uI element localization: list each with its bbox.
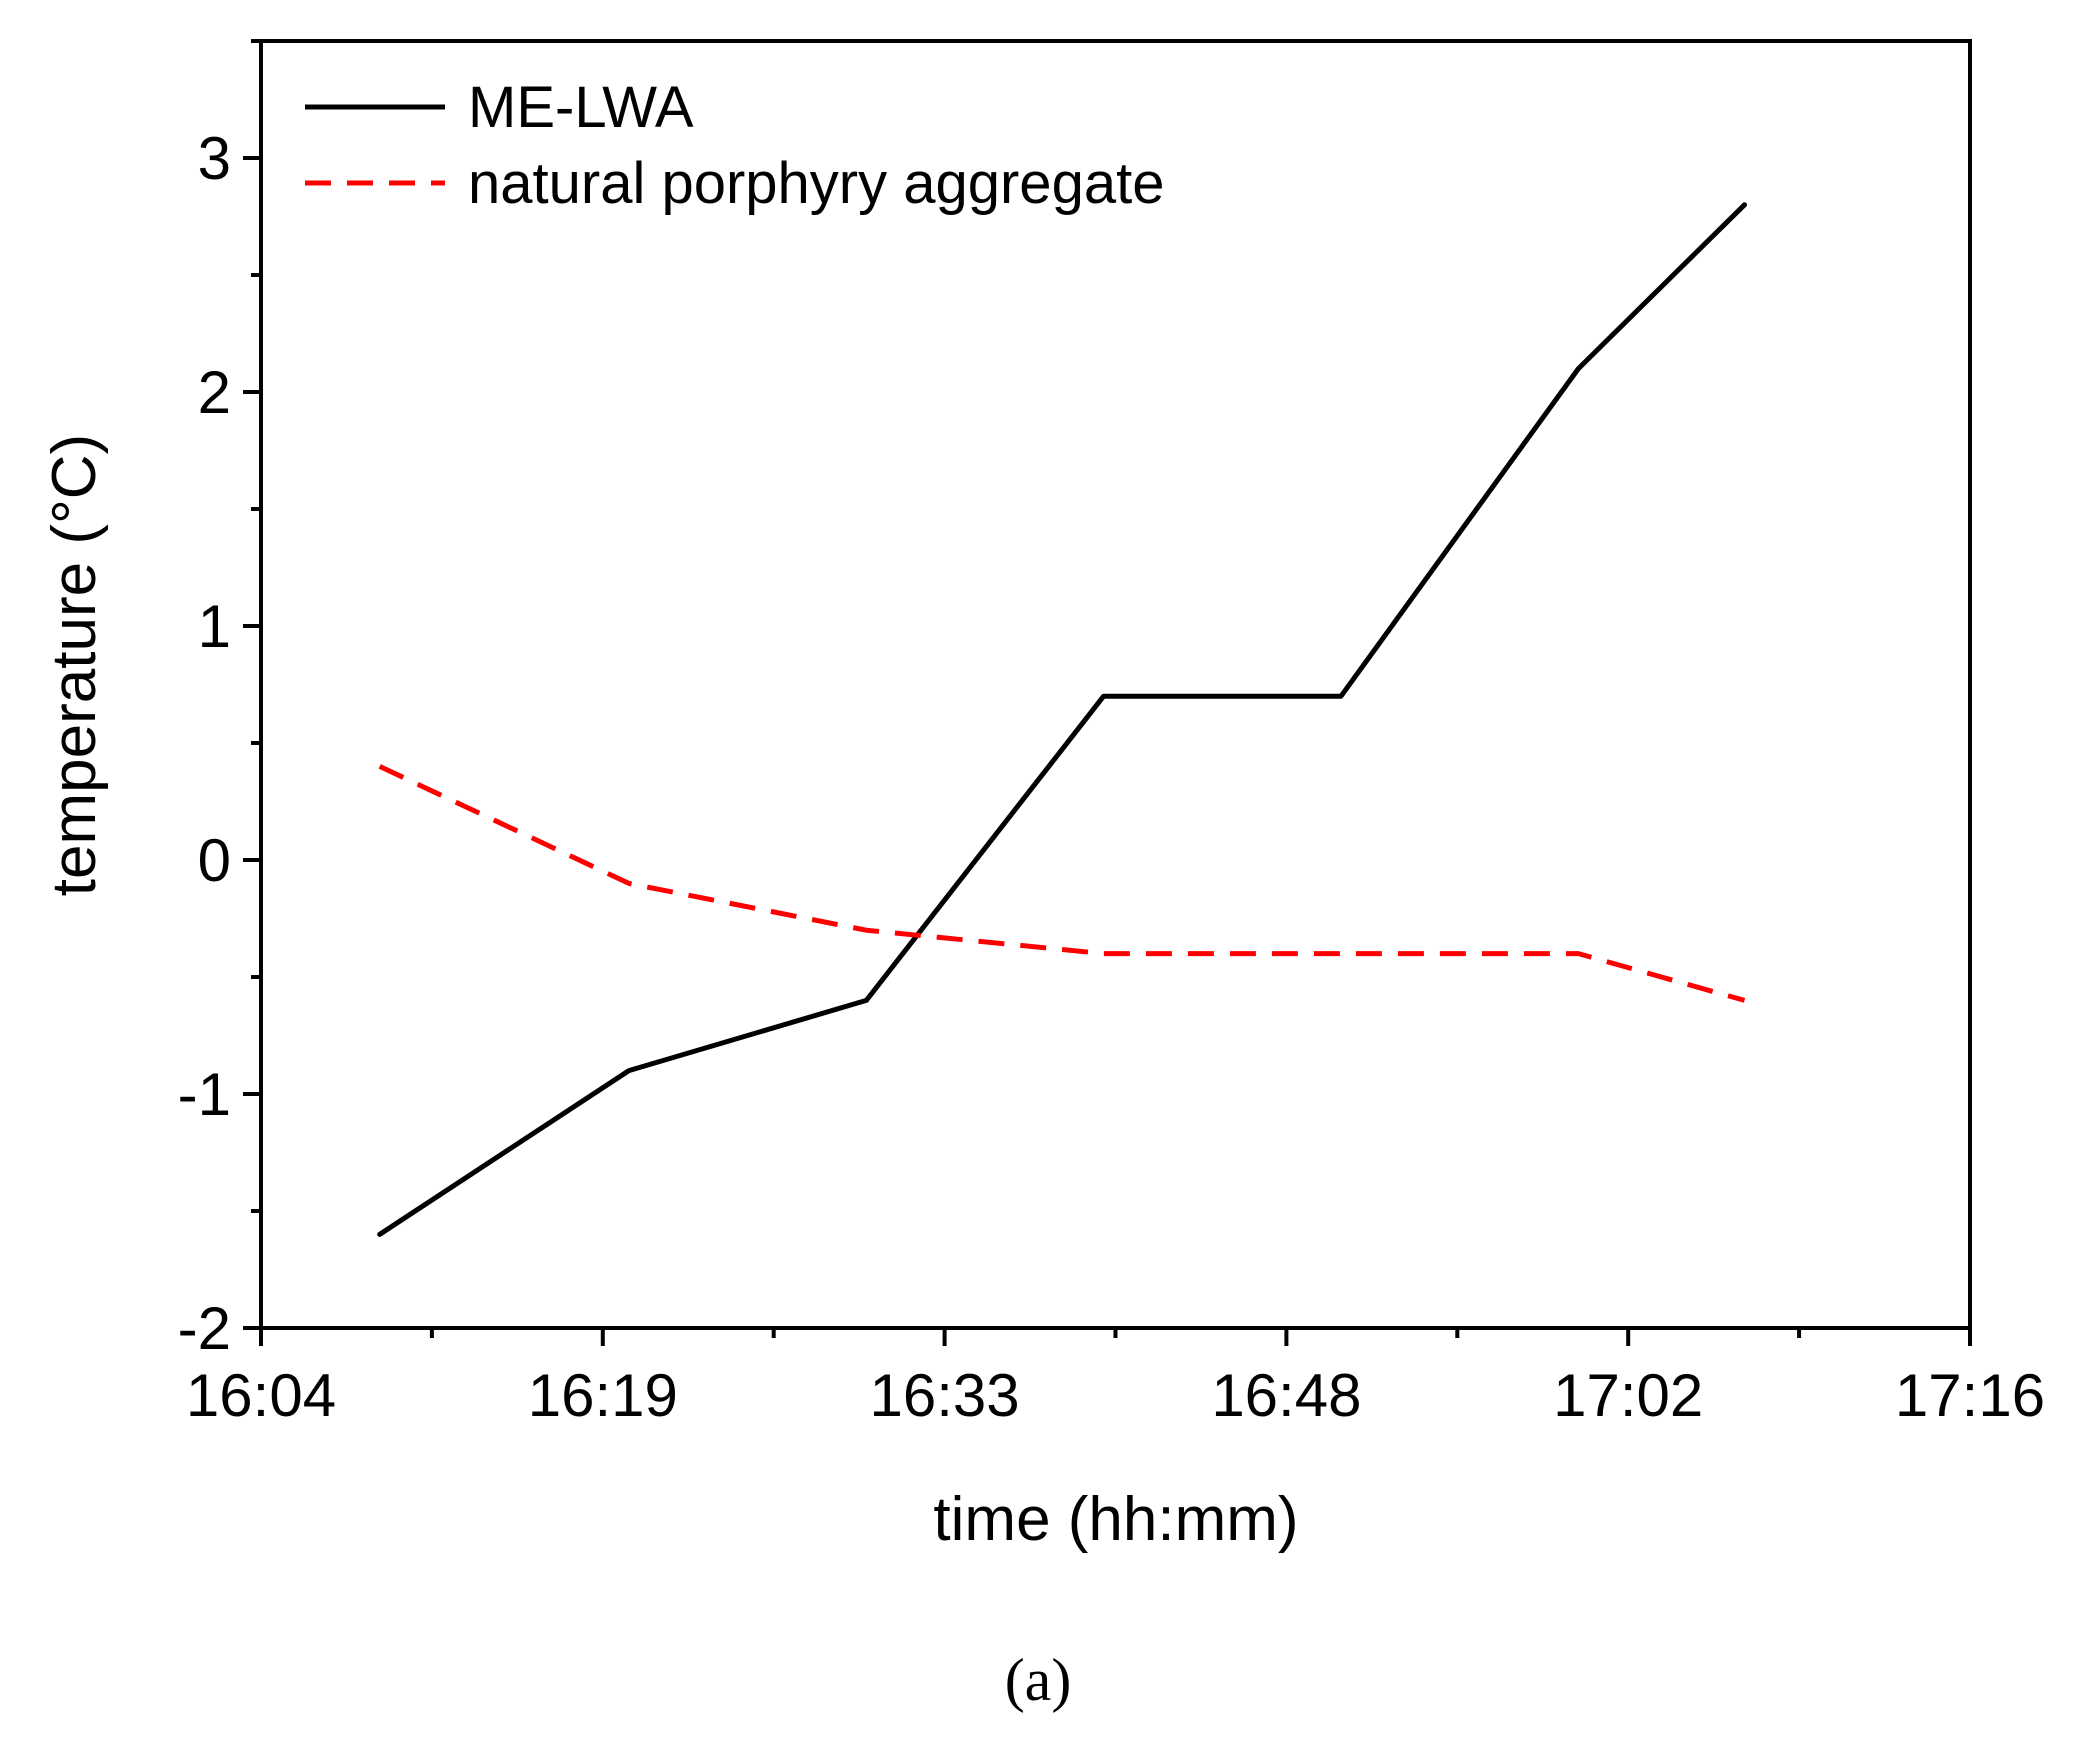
x-axis-title: time (hh:mm) bbox=[933, 1485, 1298, 1554]
x-tick-label: 17:02 bbox=[1553, 1362, 1703, 1429]
y-tick-label: 3 bbox=[198, 125, 231, 192]
legend-label-1: natural porphyry aggregate bbox=[468, 151, 1164, 216]
y-tick-label: 2 bbox=[198, 359, 231, 426]
series-layer bbox=[377, 202, 1747, 1237]
series-line-1 bbox=[378, 764, 1746, 1003]
legend: ME-LWA natural porphyry aggregate bbox=[305, 75, 1164, 216]
axis-ticks: -2 -1 0 1 2 3 16:04 16:19 16:33 16:48 17:02 17:16 bbox=[178, 39, 2045, 1429]
series-line-0 bbox=[377, 202, 1747, 1237]
y-tick-label: -2 bbox=[178, 1295, 231, 1362]
x-tick-label: 16:19 bbox=[528, 1362, 678, 1429]
x-tick-label: 16:33 bbox=[870, 1362, 1020, 1429]
figure-caption: (a) bbox=[1005, 1647, 1072, 1713]
y-axis-title: temperature (°C) bbox=[40, 434, 109, 896]
legend-label-0: ME-LWA bbox=[468, 75, 694, 140]
y-tick-label: 0 bbox=[198, 827, 231, 894]
x-tick-label: 16:04 bbox=[186, 1362, 336, 1429]
y-tick-label: -1 bbox=[178, 1061, 231, 1128]
x-tick-label: 17:16 bbox=[1895, 1362, 2045, 1429]
x-tick-label: 16:48 bbox=[1211, 1362, 1361, 1429]
y-tick-label: 1 bbox=[198, 593, 231, 660]
